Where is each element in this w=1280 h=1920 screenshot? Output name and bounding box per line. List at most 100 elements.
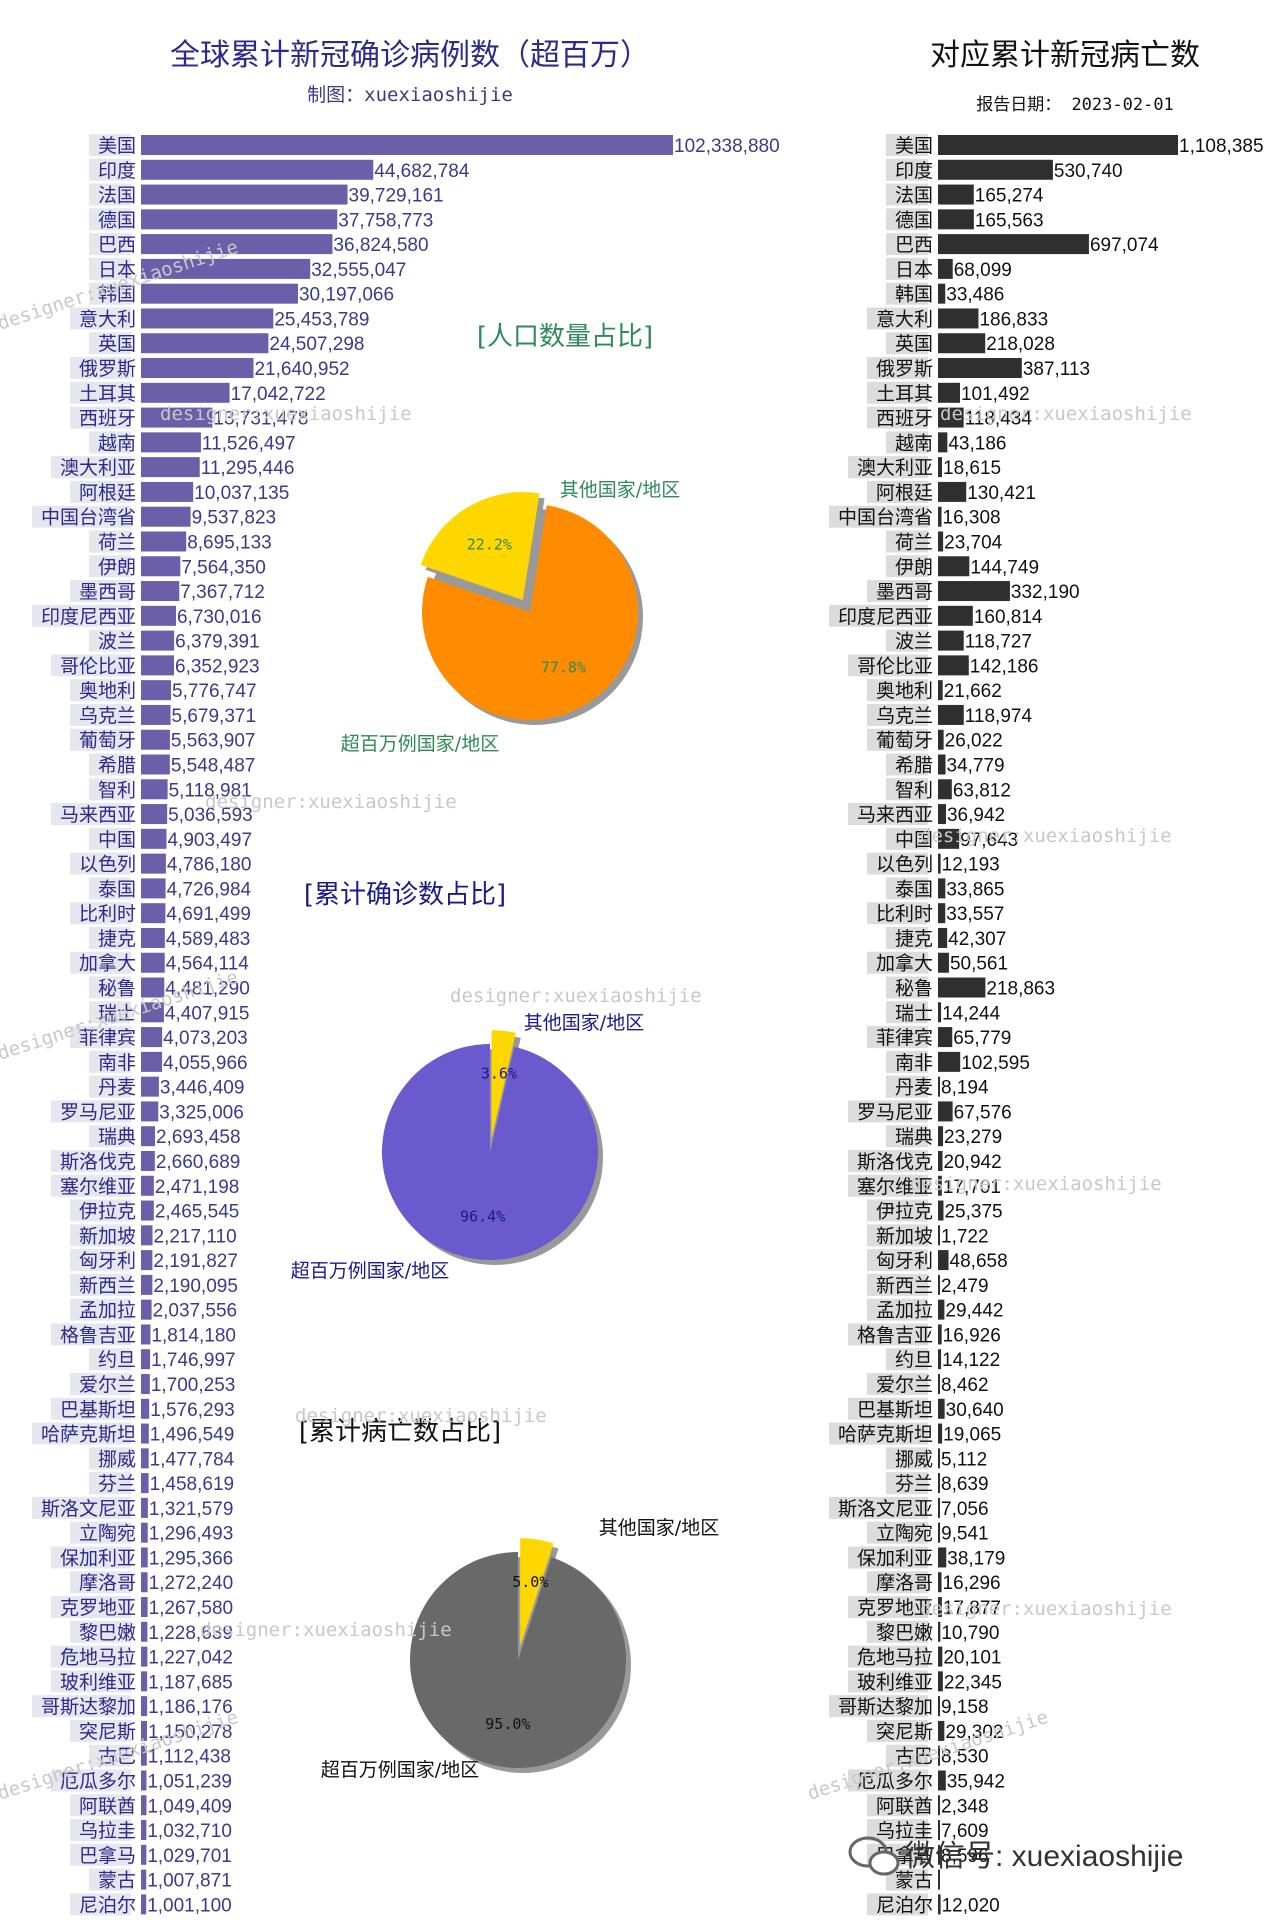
pie-slice-main: [422, 505, 638, 720]
watermark-text: designer:xuexiaoshijie: [450, 985, 702, 1007]
category-label-bg: [848, 456, 928, 479]
confirmed-bar: [141, 1497, 148, 1518]
category-label-bg: [51, 1397, 131, 1420]
confirmed-bar: [141, 754, 170, 775]
deaths-value-label: 67,576: [954, 1102, 1012, 1123]
deaths-value-label: 30,640: [946, 1400, 1004, 1421]
category-label-bg: [867, 703, 928, 726]
confirmed-value-label: 4,786,180: [167, 855, 252, 876]
deaths-value-label: 63,812: [953, 780, 1011, 801]
category-label: 西班牙: [876, 408, 933, 430]
deaths-bar: [938, 680, 943, 701]
category-label: 立陶宛: [876, 1523, 933, 1545]
confirmed-bar: [141, 655, 175, 676]
confirmed-value-label: 1,001,100: [147, 1895, 232, 1916]
pie-slice-main: [410, 1552, 627, 1768]
confirmed-bar: [141, 1002, 164, 1023]
confirmed-value-label: 25,453,789: [274, 309, 369, 330]
category-label-bg: [70, 1521, 131, 1544]
category-label-bg: [89, 208, 131, 231]
category-label: 澳大利亚: [857, 457, 933, 479]
deaths-value-label: 36,942: [947, 805, 1005, 826]
category-label-bg: [89, 1472, 131, 1495]
category-label: 约旦: [98, 1349, 136, 1371]
deaths-value-label: 2,479: [941, 1276, 989, 1297]
category-label: 印度: [895, 160, 933, 182]
deaths-value-label: 697,074: [1090, 235, 1159, 256]
category-label-bg: [829, 1496, 928, 1519]
category-label: 土耳其: [79, 383, 136, 405]
pie-charts: [人口数量占比]22.2%77.8%其他国家/地区超百万例国家/地区[累计确诊数…: [291, 322, 719, 1781]
confirmed-bar: [141, 358, 254, 379]
category-label-bg: [867, 1026, 928, 1049]
deaths-value-label: 25,375: [944, 1202, 1002, 1223]
deaths-bar: [938, 1572, 942, 1593]
deaths-bar: [938, 1175, 942, 1196]
category-label-bg: [867, 728, 928, 751]
confirmed-bar: [141, 1374, 150, 1394]
confirmed-value-label: 4,589,483: [166, 929, 251, 950]
deaths-value-label: 20,101: [943, 1648, 1001, 1669]
confirmed-bar: [141, 1324, 151, 1345]
watermark-text: designer:xuexiaoshijie: [940, 403, 1192, 425]
category-label-bg: [70, 307, 131, 330]
deaths-value-label: 7,609: [941, 1821, 989, 1842]
category-label-bg: [867, 1571, 928, 1594]
confirmed-bar: [141, 1795, 147, 1816]
category-label-bg: [70, 406, 131, 429]
confirmed-bar: [141, 1770, 147, 1791]
category-label-bg: [886, 753, 928, 776]
category-label-bg: [70, 1819, 131, 1842]
deaths-bar: [938, 630, 964, 651]
confirmed-bar: [141, 1225, 153, 1246]
confirmed-bar: [141, 1274, 153, 1295]
category-label-bg: [886, 1075, 928, 1098]
category-label-bg: [70, 1273, 131, 1296]
category-label: 黎巴嫩: [876, 1622, 933, 1644]
confirmed-value-label: 10,037,135: [194, 483, 289, 504]
deaths-bar: [938, 1894, 941, 1915]
category-label: 泰国: [98, 878, 136, 900]
category-label: 厄瓜多尔: [857, 1770, 933, 1792]
deaths-bar: [938, 729, 944, 750]
confirmed-bar: [141, 1398, 150, 1419]
deaths-bar: [938, 481, 967, 502]
category-label: 瑞典: [98, 1126, 136, 1148]
category-label: 匈牙利: [876, 1250, 933, 1272]
deaths-value-label: 33,865: [946, 879, 1004, 900]
category-label-bg: [867, 1893, 928, 1916]
category-label: 美国: [895, 135, 933, 157]
category-label-bg: [70, 728, 131, 751]
deaths-value-label: 48,658: [950, 1251, 1008, 1272]
confirmed-value-label: 4,564,114: [166, 954, 250, 975]
category-label: 突尼斯: [79, 1721, 136, 1743]
deaths-value-label: 8,194: [941, 1078, 989, 1099]
deaths-bar: [938, 754, 946, 775]
category-label-bg: [32, 604, 131, 627]
confirmed-bar: [141, 630, 175, 651]
pie-pct-main: 77.8%: [541, 659, 586, 677]
category-label: 印度尼西亚: [41, 606, 136, 628]
category-label: 英国: [98, 333, 136, 355]
deaths-bar: [938, 605, 973, 626]
confirmed-bar: [141, 1572, 148, 1593]
pie-label-main: 超百万例国家/地区: [321, 1759, 479, 1781]
confirmed-value-label: 2,037,556: [153, 1301, 238, 1322]
confirmed-bar: [141, 407, 213, 428]
deaths-bar: [938, 1299, 945, 1320]
category-label: 乌拉圭: [79, 1820, 136, 1842]
category-label: 孟加拉: [876, 1300, 933, 1322]
category-label-bg: [70, 580, 131, 603]
confirmed-value-label: 7,564,350: [181, 557, 266, 578]
category-label: 危地马拉: [60, 1647, 136, 1669]
footer-wechat-id: 微信号: xuexiaoshijie: [905, 1840, 1183, 1873]
category-label: 斯洛文尼亚: [41, 1498, 136, 1520]
category-label-bg: [89, 753, 131, 776]
confirmed-value-label: 1,295,366: [149, 1548, 234, 1569]
deaths-value-label: 1,722: [941, 1226, 989, 1247]
category-label: 瑞典: [895, 1126, 933, 1148]
category-label: 印度尼西亚: [838, 606, 933, 628]
category-label-bg: [886, 158, 928, 181]
category-label: 意大利: [79, 308, 136, 330]
